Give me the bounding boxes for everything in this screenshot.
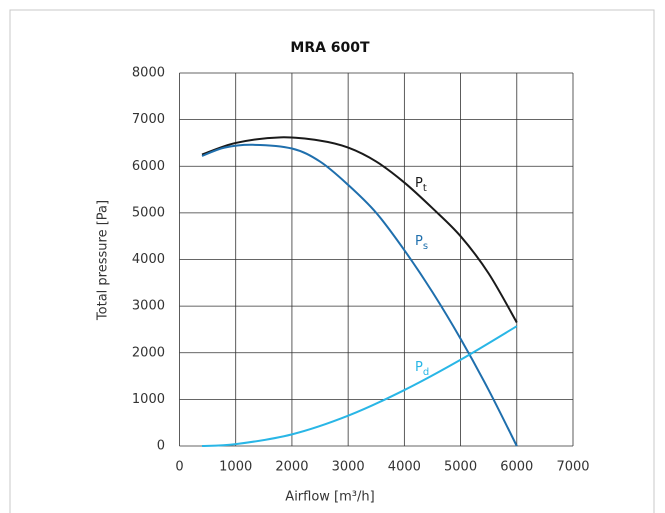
y-tick-label: 8000 (132, 66, 165, 81)
x-tick-label: 3000 (332, 460, 365, 475)
series-label-sub: t (423, 183, 427, 194)
series-label-main: P (415, 176, 423, 191)
y-tick-label: 6000 (132, 159, 165, 174)
series-label: Pd (415, 360, 429, 379)
series-label-main: P (415, 360, 423, 375)
x-tick-label: 7000 (556, 460, 589, 475)
y-axis-label: Total pressure [Pa] (96, 200, 111, 321)
y-tick-label: 3000 (132, 299, 165, 314)
x-tick-label: 0 (175, 460, 183, 475)
x-tick-label: 5000 (444, 460, 477, 475)
x-tick-label: 2000 (275, 460, 308, 475)
frame (9, 9, 655, 513)
x-tick-label: 6000 (500, 460, 533, 475)
y-tick-label: 5000 (132, 205, 165, 220)
series-label-main: P (415, 234, 423, 249)
curve (201, 136, 518, 323)
series-label: Pt (415, 176, 427, 195)
series-label-sub: s (423, 241, 428, 252)
curve (201, 325, 518, 447)
series-label-sub: d (423, 367, 429, 378)
chart-title: MRA 600T (290, 40, 370, 56)
y-tick-label: 1000 (132, 392, 165, 407)
y-tick-label: 7000 (132, 112, 165, 127)
y-tick-label: 4000 (132, 252, 165, 267)
series-label: Ps (415, 234, 428, 253)
curve (201, 143, 518, 447)
y-tick-label: 0 (157, 439, 165, 454)
x-axis-label: Airflow [m³/h] (285, 490, 374, 505)
x-tick-label: 1000 (219, 460, 252, 475)
y-tick-label: 2000 (132, 345, 165, 360)
x-tick-label: 4000 (388, 460, 421, 475)
